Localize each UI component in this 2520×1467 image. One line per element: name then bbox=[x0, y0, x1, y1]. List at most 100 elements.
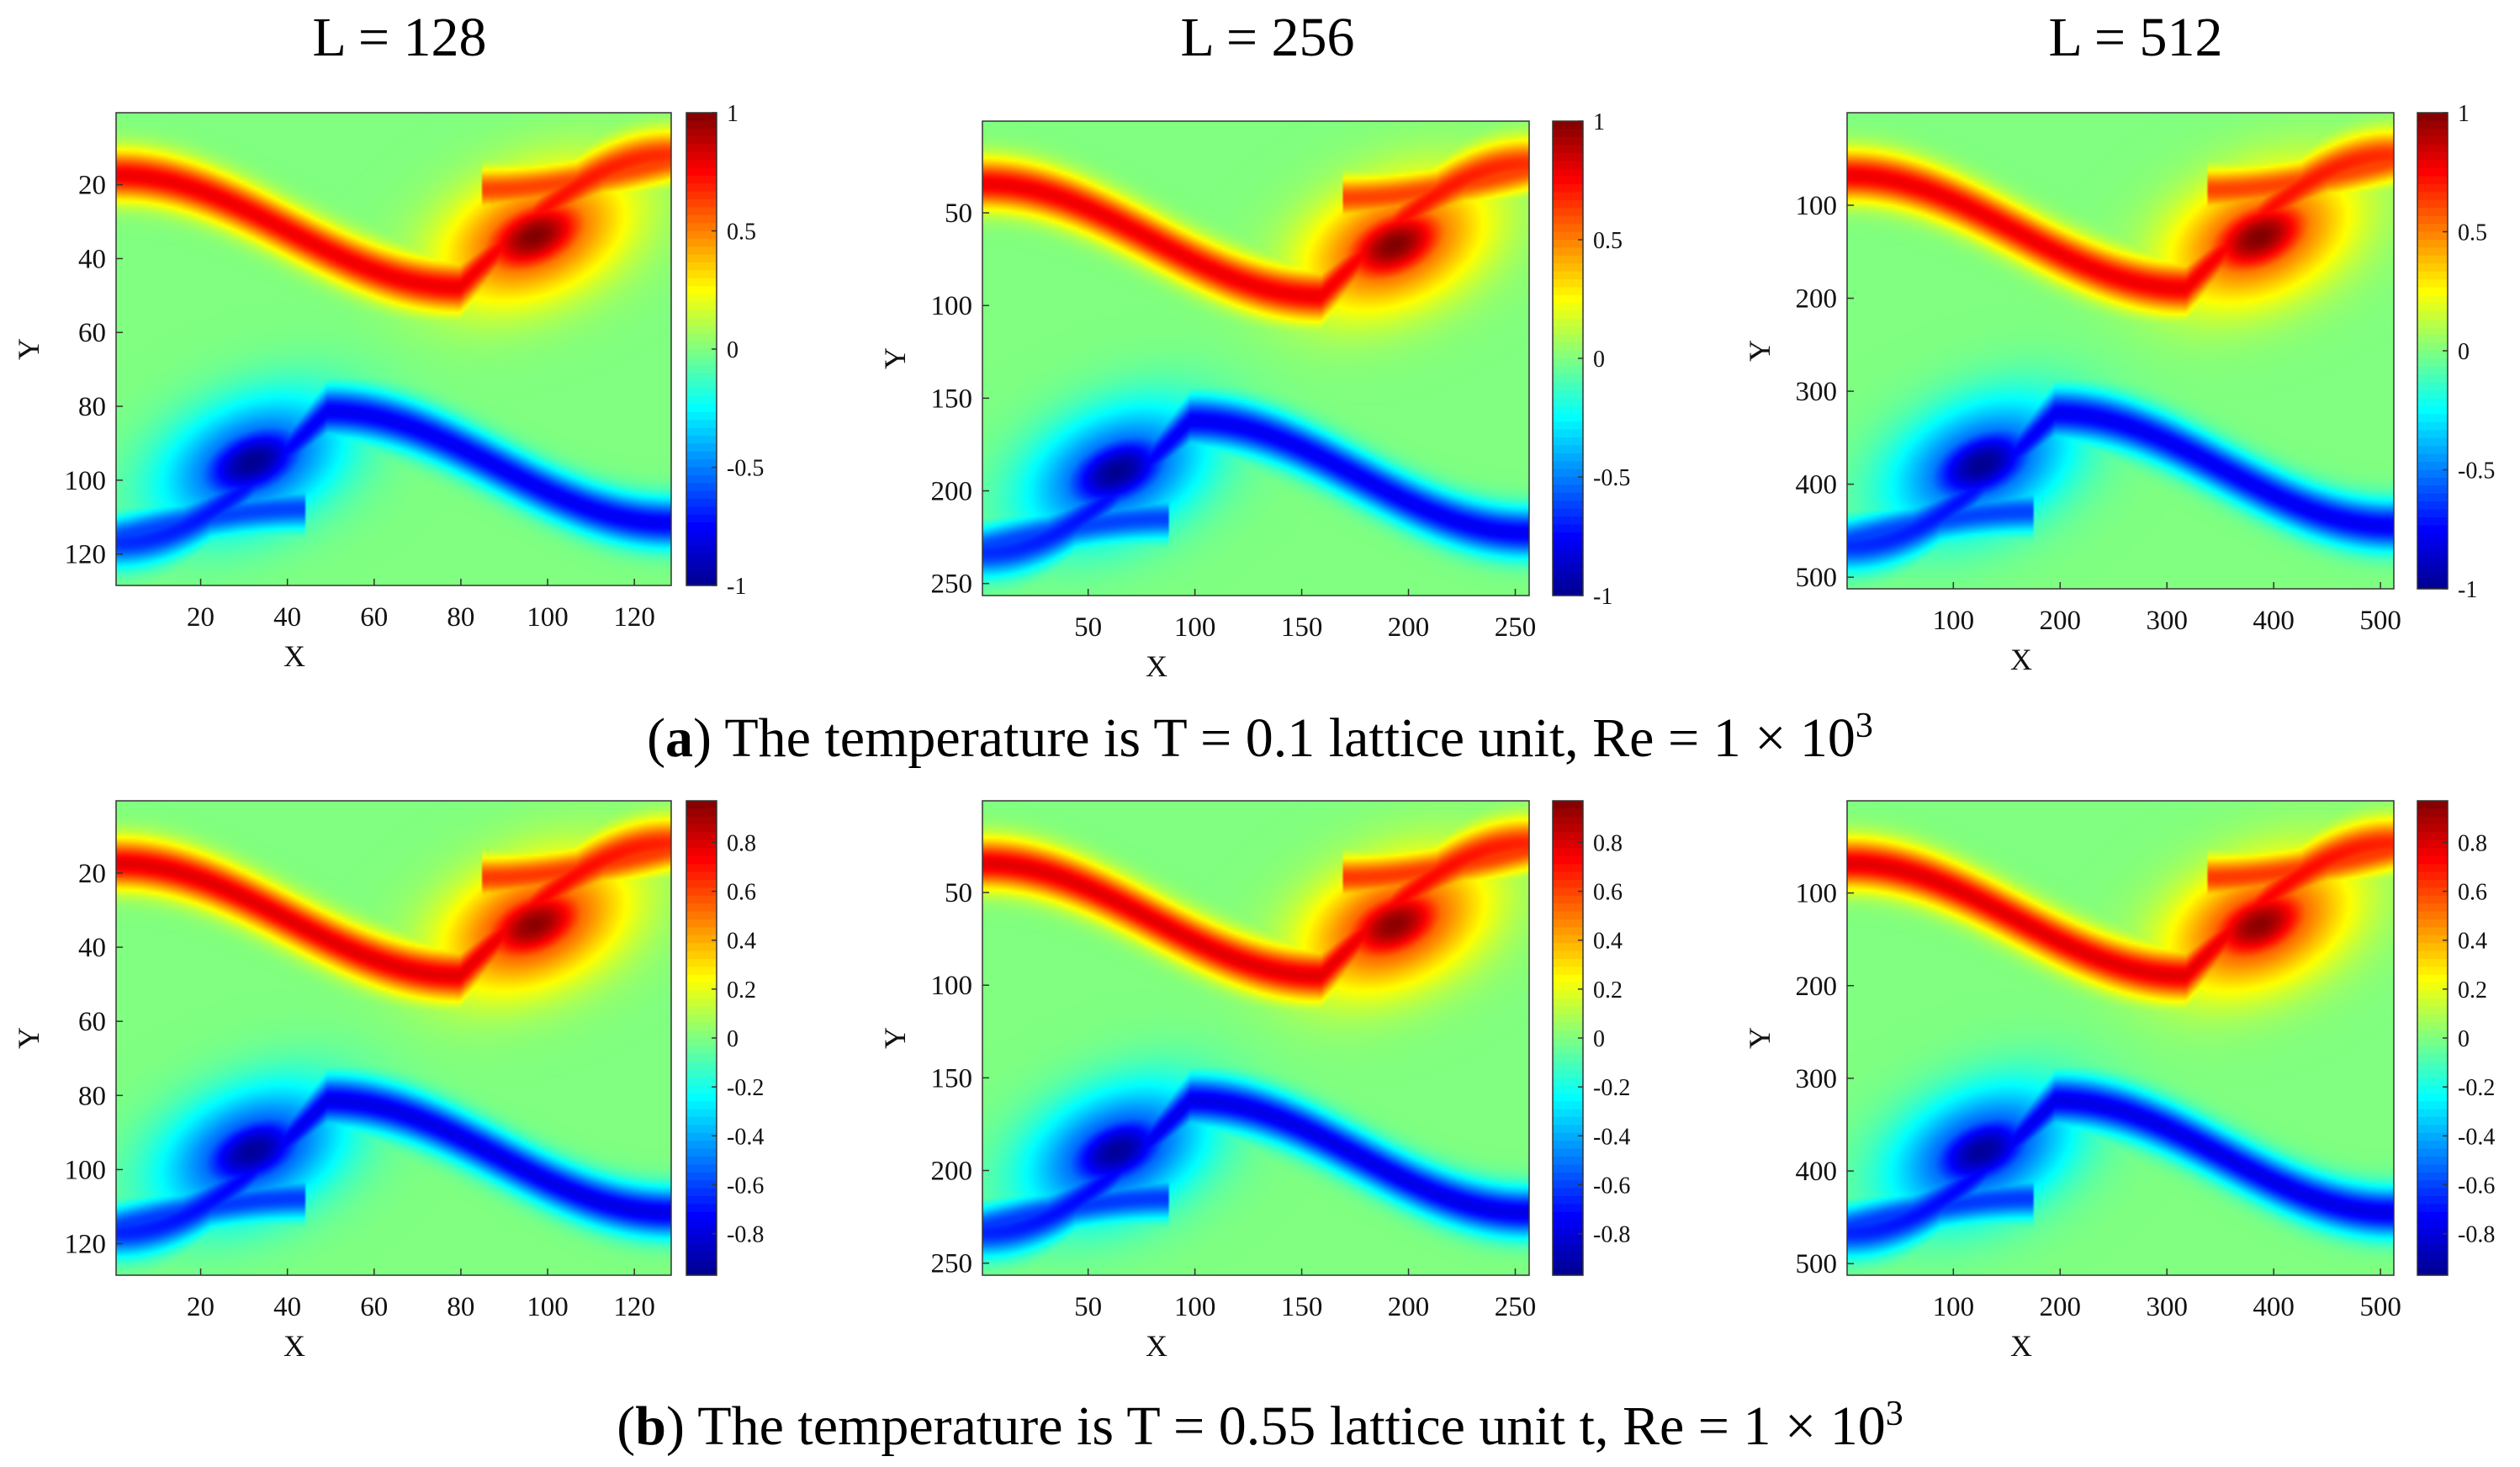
colorbar-segment bbox=[1553, 548, 1583, 557]
colorbar-segment bbox=[1553, 152, 1583, 162]
colorbar-segment bbox=[686, 506, 717, 516]
x-axis-label: X bbox=[1146, 1329, 1167, 1363]
colorbar-segment bbox=[2417, 144, 2448, 153]
colorbar-segment bbox=[2417, 152, 2448, 162]
colorbar-tick-label: -0.2 bbox=[1593, 1075, 1630, 1101]
colorbar-segment bbox=[1553, 208, 1583, 217]
colorbar-segment bbox=[1553, 840, 1583, 849]
colorbar-segment bbox=[1553, 1101, 1583, 1110]
colorbar-segment bbox=[686, 317, 717, 326]
colorbar-segment bbox=[1553, 1220, 1583, 1229]
colorbar-segment bbox=[2417, 382, 2448, 391]
colorbar-segment bbox=[1553, 200, 1583, 209]
colorbar-segment bbox=[686, 919, 717, 928]
colorbar-segment bbox=[1553, 469, 1583, 478]
colorbar-segment bbox=[1553, 1085, 1583, 1094]
colorbar-segment bbox=[686, 998, 717, 1007]
colorbar-tick-label: -0.8 bbox=[1593, 1222, 1630, 1248]
y-tick-label: 300 bbox=[1796, 1064, 1838, 1094]
colorbar-segment bbox=[1553, 871, 1583, 881]
colorbar-tick-label: -0.6 bbox=[727, 1173, 764, 1199]
colorbar-segment bbox=[2417, 1093, 2448, 1102]
caption-b-text: ) The temperature is T = 0.55 lattice un… bbox=[665, 1396, 1886, 1457]
colorbar-segment bbox=[1553, 880, 1583, 888]
colorbar-segment bbox=[686, 824, 717, 834]
colorbar-segment bbox=[686, 341, 717, 350]
colorbar-segment bbox=[686, 483, 717, 492]
colorbar-segment bbox=[686, 357, 717, 366]
colorbar-segment bbox=[1553, 326, 1583, 336]
colorbar-tick-label: -0.8 bbox=[2458, 1222, 2495, 1248]
x-tick-label: 40 bbox=[273, 602, 301, 633]
colorbar-segment bbox=[1553, 1164, 1583, 1173]
colorbar-segment bbox=[2417, 1236, 2448, 1244]
colorbar-segment bbox=[2417, 192, 2448, 201]
caption-row-b: (b) The temperature is T = 0.55 lattice … bbox=[0, 1393, 2520, 1460]
y-tick-label: 100 bbox=[1796, 879, 1838, 909]
colorbar-segment bbox=[686, 1220, 717, 1229]
colorbar-segment bbox=[686, 262, 717, 271]
colorbar-segment bbox=[2417, 279, 2448, 289]
colorbar-segment bbox=[686, 577, 717, 586]
colorbar-segment bbox=[686, 935, 717, 944]
colorbar-segment bbox=[686, 1038, 717, 1046]
colorbar-segment bbox=[686, 1251, 717, 1260]
colorbar-segment bbox=[2417, 231, 2448, 241]
colorbar-segment bbox=[2417, 469, 2448, 479]
colorbar-segment bbox=[2417, 501, 2448, 511]
colorbar-tick-label: 0 bbox=[1593, 347, 1605, 373]
colorbar-segment bbox=[1553, 192, 1583, 201]
colorbar-segment bbox=[2417, 160, 2448, 169]
colorbar-segment bbox=[2417, 903, 2448, 913]
colorbar-segment bbox=[1553, 492, 1583, 501]
heatmap-field bbox=[1847, 113, 2394, 589]
colorbar-segment bbox=[1553, 263, 1583, 273]
colorbar-segment bbox=[1553, 959, 1583, 967]
y-tick-label: 500 bbox=[1796, 563, 1838, 593]
colorbar-segment bbox=[686, 1267, 717, 1276]
caption-b-exponent: 3 bbox=[1885, 1394, 1903, 1433]
colorbar-segment bbox=[2417, 1164, 2448, 1173]
colorbar-segment bbox=[686, 864, 717, 873]
colorbar-segment bbox=[1553, 887, 1583, 897]
colorbar-segment bbox=[1553, 801, 1583, 809]
colorbar-segment bbox=[1553, 1211, 1583, 1221]
colorbar-segment bbox=[2417, 967, 2448, 976]
colorbar-segment bbox=[1553, 1180, 1583, 1189]
colorbar-segment bbox=[2417, 855, 2448, 865]
colorbar-segment bbox=[2417, 1172, 2448, 1181]
colorbar-segment bbox=[686, 1164, 717, 1173]
colorbar-segment bbox=[2417, 493, 2448, 502]
colorbar-tick-label: -1 bbox=[727, 574, 746, 600]
x-tick-label: 40 bbox=[273, 1292, 301, 1322]
x-tick-label: 300 bbox=[2146, 606, 2188, 636]
x-tick-label: 100 bbox=[527, 602, 569, 633]
colorbar-segment bbox=[686, 1053, 717, 1062]
colorbar-segment bbox=[686, 286, 717, 295]
colorbar-segment bbox=[1553, 1062, 1583, 1071]
colorbar-segment bbox=[686, 436, 717, 444]
colorbar-segment bbox=[1553, 1046, 1583, 1055]
colorbar-tick-label: -0.5 bbox=[2458, 458, 2495, 485]
colorbar-segment bbox=[686, 1069, 717, 1078]
colorbar-segment bbox=[1553, 255, 1583, 264]
y-tick-label: 250 bbox=[931, 1249, 973, 1279]
colorbar-segment bbox=[1553, 421, 1583, 431]
colorbar-segment bbox=[2417, 294, 2448, 304]
colorbar-segment bbox=[686, 1014, 717, 1023]
y-tick-label: 40 bbox=[78, 244, 106, 274]
colorbar-segment bbox=[686, 333, 717, 342]
colorbar-segment bbox=[686, 1006, 717, 1015]
x-axis-label: X bbox=[2010, 1329, 2032, 1363]
colorbar-segment bbox=[1553, 1069, 1583, 1078]
colorbar-segment bbox=[2417, 951, 2448, 960]
colorbar-segment bbox=[686, 1078, 717, 1086]
colorbar-segment bbox=[2417, 801, 2448, 809]
colorbar-segment bbox=[1553, 556, 1583, 564]
colorbar-segment bbox=[2417, 366, 2448, 375]
colorbar-segment bbox=[1553, 1243, 1583, 1253]
colorbar-segment bbox=[2417, 1030, 2448, 1039]
colorbar-segment bbox=[1553, 1196, 1583, 1205]
colorbar-segment bbox=[1553, 1148, 1583, 1157]
colorbar-segment bbox=[1553, 485, 1583, 494]
